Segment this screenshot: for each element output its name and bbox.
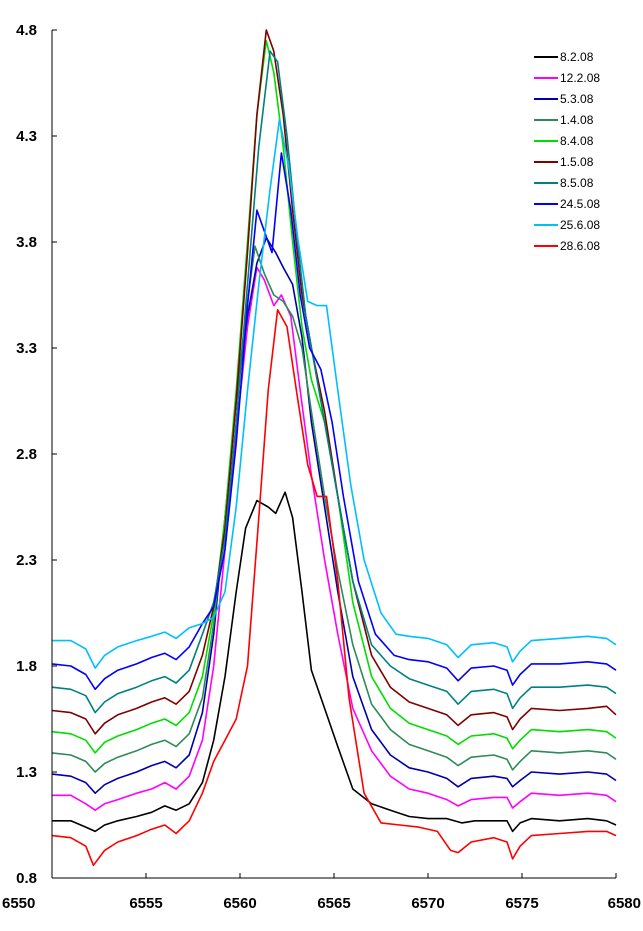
- legend-label: 8.2.08: [560, 50, 594, 64]
- y-tick-label: 4.8: [16, 22, 37, 39]
- series-line-12.2.08: [52, 266, 617, 811]
- series-line-25.6.08: [52, 118, 617, 669]
- axes-layer: [51, 29, 617, 879]
- y-tick-label: 1.8: [16, 658, 37, 675]
- legend-label: 1.5.08: [560, 155, 594, 169]
- x-tick-labels: 6550 6555 6560 6565 6570 6575 6580: [2, 895, 641, 912]
- legend-label: 28.6.08: [560, 239, 600, 253]
- x-tick-label: 6555: [129, 895, 162, 912]
- x-tick-label: 6570: [411, 895, 444, 912]
- series-layer: [51, 29, 617, 867]
- series-line-8.2.08: [52, 491, 617, 833]
- x-tick-label: 6560: [223, 895, 256, 912]
- legend-label: 5.3.08: [560, 92, 594, 106]
- series-line-28.6.08: [51, 309, 617, 867]
- y-tick-label: 2.8: [16, 446, 37, 463]
- legend-label: 12.2.08: [560, 71, 600, 85]
- legend-label: 1.4.08: [560, 113, 594, 127]
- y-tick-label: 4.3: [16, 128, 37, 145]
- y-tick-label: 1.3: [16, 764, 37, 781]
- series-line-1.5.08: [51, 29, 617, 735]
- x-tick-label: 6580: [608, 895, 641, 912]
- y-tick-label: 2.3: [16, 552, 37, 569]
- y-tick-label: 0.8: [16, 870, 37, 887]
- series-line-1.4.08: [51, 245, 617, 773]
- legend-label: 8.5.08: [560, 176, 594, 190]
- y-tick-labels: 0.8 1.3 1.8 2.3 2.8 3.3 3.8 4.3 4.8: [16, 22, 37, 887]
- x-tick-label: 6565: [317, 895, 350, 912]
- legend-label: 24.5.08: [560, 197, 600, 211]
- y-tick-label: 3.3: [16, 340, 37, 357]
- legend: 8.2.08 12.2.08 5.3.08 1.4.08 8.4.08 1.5.08 8.5…: [534, 50, 600, 253]
- series-line-8.4.08: [51, 39, 617, 754]
- y-tick-label: 3.8: [16, 234, 37, 251]
- series-line-24.5.08: [51, 152, 617, 691]
- series-line-5.3.08: [51, 237, 617, 794]
- x-tick-label: 6575: [505, 895, 538, 912]
- legend-label: 25.6.08: [560, 218, 600, 232]
- series-line-8.5.08: [51, 50, 617, 714]
- x-tick-label: 6550: [2, 895, 35, 912]
- legend-label: 8.4.08: [560, 134, 594, 148]
